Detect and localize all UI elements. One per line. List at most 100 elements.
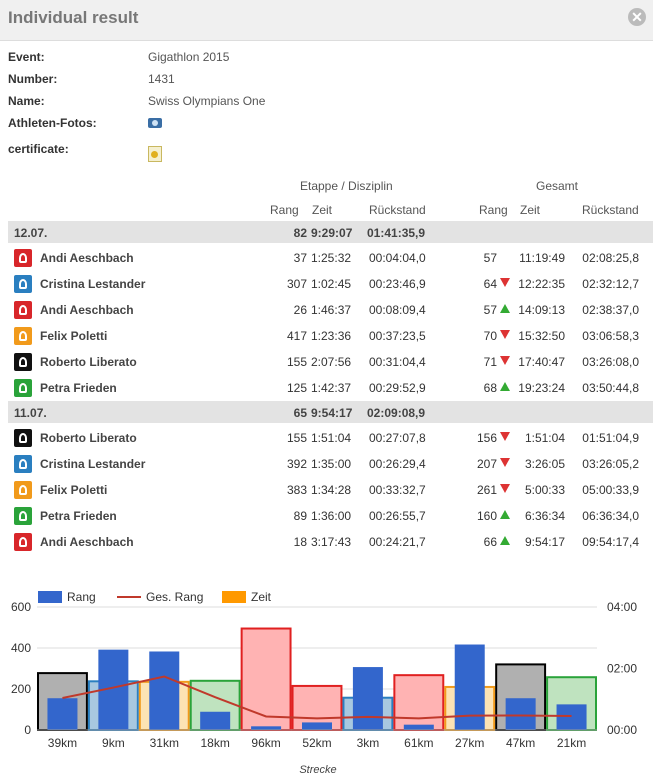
discipline-bike-icon <box>14 249 32 267</box>
discipline-bike-icon <box>14 301 32 319</box>
rank-up-icon <box>500 536 510 545</box>
athlete-name-link[interactable]: Felix Poletti <box>40 329 108 343</box>
rank-bar <box>403 724 434 730</box>
total-gap: 05:00:33,9 <box>582 483 639 497</box>
stage-rank: 125 <box>286 381 307 395</box>
rank-bar <box>505 698 536 730</box>
info-panel: Event: Gigathlon 2015 Number: 1431 Name:… <box>8 50 408 164</box>
athlete-name-link[interactable]: Roberto Liberato <box>40 431 137 445</box>
total-rank: 68 <box>483 381 497 395</box>
event-label: Event: <box>8 50 45 64</box>
discipline-run-icon <box>14 327 32 345</box>
athlete-name-link[interactable]: Andi Aeschbach <box>40 251 134 265</box>
stage-gap: 00:04:04,0 <box>369 251 426 265</box>
info-certificate: certificate: <box>8 142 408 164</box>
number-value: 1431 <box>148 72 175 86</box>
rank-down-icon <box>500 356 510 365</box>
athlete-name-link[interactable]: Petra Frieden <box>40 381 117 395</box>
stage-time: 1:36:00 <box>311 509 352 523</box>
stage-gap: 00:33:32,7 <box>369 483 426 497</box>
camera-icon[interactable] <box>148 118 162 128</box>
result-row: Andi Aeschbach 18 3:17:43 00:24:21,7 66 9:54:… <box>8 529 653 555</box>
stage-rank: 417 <box>286 329 307 343</box>
rank-up-icon <box>500 382 510 391</box>
stage-gap: 00:24:21,7 <box>369 535 426 549</box>
stage-time: 1:51:04 <box>311 431 352 445</box>
certificate-icon[interactable] <box>148 146 162 162</box>
athlete-name-link[interactable]: Petra Frieden <box>40 509 117 523</box>
stage-gap: 00:26:55,7 <box>369 509 426 523</box>
result-row: Petra Frieden 89 1:36:00 00:26:55,7 160 6:36:… <box>8 503 653 529</box>
day-date: 11.07. <box>14 406 47 420</box>
rank-bar <box>352 667 383 730</box>
stage-rank: 307 <box>286 277 307 291</box>
stage-time: 1:42:37 <box>311 381 352 395</box>
total-rank: 261 <box>476 483 497 497</box>
col-stage-rank: Rang <box>270 203 299 217</box>
stage-time: 1:35:00 <box>311 457 352 471</box>
legend-time-swatch <box>222 591 246 603</box>
result-row: Felix Poletti 383 1:34:28 00:33:32,7 261 5:00… <box>8 477 653 503</box>
x-tick-label: 47km <box>506 736 535 750</box>
athlete-name-link[interactable]: Cristina Lestander <box>40 277 146 291</box>
total-time: 12:22:35 <box>518 277 565 291</box>
rank-up-icon <box>500 510 510 519</box>
close-icon[interactable]: ✕ <box>628 8 646 26</box>
total-time: 19:23:24 <box>518 381 565 395</box>
total-gap: 06:36:34,0 <box>582 509 639 523</box>
athlete-name-link[interactable]: Andi Aeschbach <box>40 303 134 317</box>
total-time: 11:19:49 <box>519 251 565 265</box>
stage-rank: 155 <box>286 431 307 445</box>
total-gap: 03:26:05,2 <box>582 457 639 471</box>
x-tick-label: 21km <box>557 736 586 750</box>
photos-label: Athleten-Fotos: <box>8 116 97 130</box>
result-row: Andi Aeschbach 37 1:25:32 00:04:04,0 57 11:19… <box>8 245 653 271</box>
total-time: 3:26:05 <box>524 457 565 471</box>
athlete-name-link[interactable]: Cristina Lestander <box>40 457 146 471</box>
discipline-run-icon <box>14 481 32 499</box>
col-total-time: Zeit <box>520 203 541 217</box>
stage-time: 2:07:56 <box>311 355 352 369</box>
stage-gap: 00:08:09,4 <box>369 303 426 317</box>
x-axis-title: Strecke <box>299 764 336 776</box>
discipline-bike-icon <box>14 533 32 551</box>
stage-gap: 00:31:04,4 <box>369 355 426 369</box>
day-rank: 82 <box>293 226 307 240</box>
total-gap: 02:38:37,0 <box>582 303 639 317</box>
info-photos: Athleten-Fotos: <box>8 116 408 142</box>
legend-rank-label: Rang <box>67 590 96 604</box>
total-rank: 57 <box>483 303 497 317</box>
rank-bar <box>302 722 332 730</box>
name-label: Name: <box>8 94 45 108</box>
x-tick-label: 31km <box>150 736 179 750</box>
total-rank: 156 <box>476 431 497 445</box>
result-row: Cristina Lestander 392 1:35:00 00:26:29,4 20… <box>8 451 653 477</box>
stage-gap: 00:27:07,8 <box>369 431 426 445</box>
total-gap: 03:06:58,3 <box>582 329 639 343</box>
athlete-name-link[interactable]: Roberto Liberato <box>40 355 137 369</box>
result-row: Cristina Lestander 307 1:02:45 00:23:46,9 64… <box>8 271 653 297</box>
total-gap: 02:08:25,8 <box>582 251 639 265</box>
discipline-walk-icon <box>14 379 32 397</box>
rank-bar <box>251 726 282 730</box>
rank-down-icon <box>500 484 510 493</box>
y-tick-label: 0 <box>24 723 31 737</box>
result-row: Andi Aeschbach 26 1:46:37 00:08:09,4 57 14:09… <box>8 297 653 323</box>
certificate-label: certificate: <box>8 142 69 156</box>
total-gap: 03:50:44,8 <box>582 381 639 395</box>
result-row: Roberto Liberato 155 2:07:56 00:31:04,4 71 17… <box>8 349 653 375</box>
rank-down-icon <box>500 458 510 467</box>
athlete-name-link[interactable]: Andi Aeschbach <box>40 535 134 549</box>
day-time: 9:54:17 <box>311 406 353 420</box>
legend-rank-swatch <box>38 591 62 603</box>
info-event: Event: Gigathlon 2015 <box>8 50 408 72</box>
athlete-name-link[interactable]: Felix Poletti <box>40 483 108 497</box>
day-gap: 01:41:35,9 <box>367 226 426 240</box>
total-rank: 64 <box>483 277 497 291</box>
stage-time: 3:17:43 <box>311 535 352 549</box>
y2-tick-label: 02:00 <box>607 662 637 676</box>
stage-time: 1:25:32 <box>311 251 352 265</box>
name-value: Swiss Olympians One <box>148 94 266 108</box>
total-time: 14:09:13 <box>518 303 565 317</box>
x-tick-label: 96km <box>251 736 280 750</box>
